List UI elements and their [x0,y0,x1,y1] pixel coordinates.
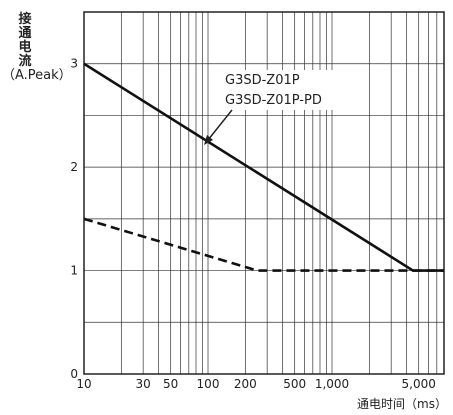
ylabel-unit: （A.Peak） [2,68,72,83]
ylabel-char-1: 接 [18,12,32,27]
x-tick-label: 200 [234,377,257,391]
annotation-model-2: G3SD-Z01P-PD [225,93,322,108]
ylabel-char-2: 通 [18,26,32,41]
annotation-arrow-line [207,109,233,141]
y-tick-label: 0 [70,367,78,381]
y-tick-label: 3 [70,57,78,71]
x-tick-labels: 10 30 50 100 200 500 1,000 5,000 [76,377,436,391]
x-tick-label: 1,000 [315,377,349,391]
y-tick-label: 2 [70,160,78,174]
annotation-arrowhead [204,135,213,145]
series-lines [83,62,444,272]
x-tick-label: 100 [197,377,220,391]
grid [83,12,445,374]
ylabel-char-4: 流 [18,54,32,69]
plot-frame [83,11,445,375]
series-line-dashed [83,217,444,272]
x-tick-label: 30 [136,377,151,391]
ylabel-char-3: 电 [18,40,32,55]
annotations: G3SD-Z01P G3SD-Z01P-PD [204,70,333,145]
x-tick-label: 5,000 [402,377,436,391]
y-tick-labels: 0 1 2 3 [70,57,78,381]
annotation-model-1: G3SD-Z01P [225,73,300,88]
x-axis-label: 通电时间（ms） [357,397,447,411]
x-tick-label: 50 [163,377,178,391]
x-tick-label: 10 [76,377,91,391]
y-tick-label: 1 [70,264,78,278]
x-tick-label: 500 [283,377,306,391]
